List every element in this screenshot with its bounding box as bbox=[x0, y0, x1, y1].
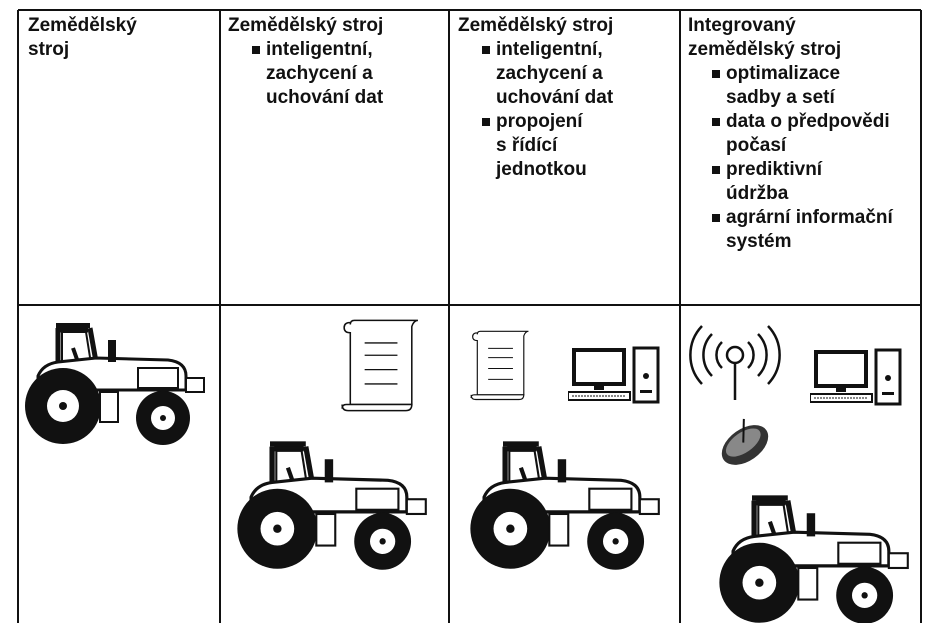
bullet: prediktivní údržba bbox=[712, 158, 866, 206]
column: Zemědělský stroj bbox=[28, 14, 178, 62]
column-title: Zemědělský stroj bbox=[228, 15, 384, 36]
column-title: Zemědělský stroj bbox=[458, 15, 614, 36]
bullet-list: inteligentní, zachycení a uchování dat bbox=[228, 38, 412, 110]
bullet: inteligentní, zachycení a uchování dat bbox=[252, 38, 412, 110]
bullet: inteligentní, zachycení a uchování dat bbox=[482, 38, 642, 110]
column-title: Integrovaný zemědělský stroj bbox=[688, 15, 842, 60]
bullet-list: optimalizace sadby a setí data o předpov… bbox=[688, 62, 923, 254]
column: Zemědělský stroj inteligentní, zachycení… bbox=[228, 14, 443, 110]
bullet: agrární informační systém bbox=[712, 206, 928, 254]
bullet-list: inteligentní, zachycení a uchování dat p… bbox=[458, 38, 642, 182]
bullet: propojení s řídící jednotkou bbox=[482, 110, 596, 182]
column: Zemědělský stroj inteligentní, zachycení… bbox=[458, 14, 673, 182]
bullet: optimalizace sadby a setí bbox=[712, 62, 866, 110]
bullet: data o předpovědi počasí bbox=[712, 110, 928, 158]
column-title: Zemědělský stroj bbox=[28, 15, 137, 60]
column: Integrovaný zemědělský stroj optimalizac… bbox=[688, 14, 923, 254]
